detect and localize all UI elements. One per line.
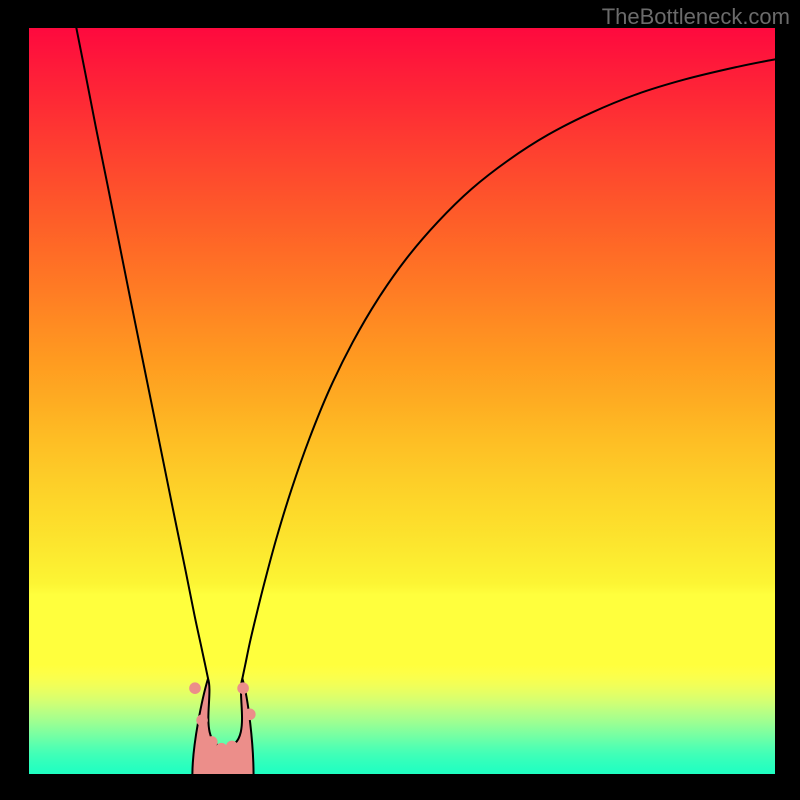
band-marker xyxy=(237,682,249,694)
band-marker xyxy=(244,709,256,721)
plot-area xyxy=(29,28,775,774)
band-marker xyxy=(226,741,238,753)
band-marker xyxy=(196,714,208,726)
bottleneck-chart xyxy=(29,28,775,774)
curve-left-branch xyxy=(76,28,208,679)
band-marker xyxy=(189,682,201,694)
band-marker xyxy=(206,736,218,748)
band-marker xyxy=(216,743,228,755)
curve-right-branch xyxy=(242,59,775,678)
attribution-text: TheBottleneck.com xyxy=(602,4,790,30)
